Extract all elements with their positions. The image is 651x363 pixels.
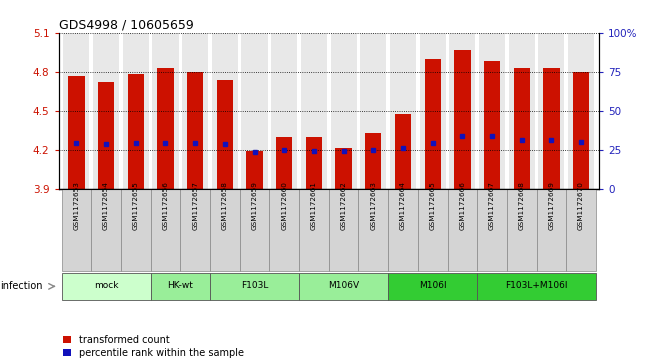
Bar <box>477 189 507 272</box>
Bar <box>93 33 119 189</box>
Bar <box>508 33 534 189</box>
Bar <box>270 189 299 272</box>
Text: GSM1172655: GSM1172655 <box>133 182 139 231</box>
Bar <box>271 33 298 189</box>
Text: F103L+M106I: F103L+M106I <box>505 281 568 290</box>
Bar <box>479 33 505 189</box>
Text: M106V: M106V <box>328 281 359 290</box>
Bar <box>180 189 210 272</box>
Bar <box>359 189 388 272</box>
Bar <box>91 189 121 272</box>
Text: GSM1172654: GSM1172654 <box>103 182 109 231</box>
Text: GSM1172662: GSM1172662 <box>340 182 346 231</box>
Bar <box>420 33 446 189</box>
Bar <box>543 68 560 189</box>
Bar <box>68 76 85 189</box>
Text: GSM1172664: GSM1172664 <box>400 182 406 231</box>
Bar <box>123 33 149 189</box>
Bar <box>424 59 441 189</box>
Bar <box>418 189 447 272</box>
Bar <box>331 33 357 189</box>
Legend: transformed count, percentile rank within the sample: transformed count, percentile rank withi… <box>63 335 244 358</box>
Bar <box>98 82 115 189</box>
Text: GSM1172657: GSM1172657 <box>192 182 198 231</box>
Text: GSM1172670: GSM1172670 <box>578 182 584 231</box>
Bar <box>573 72 589 189</box>
Text: GSM1172665: GSM1172665 <box>430 182 436 231</box>
Bar <box>152 33 178 189</box>
Bar <box>388 189 418 272</box>
Bar <box>301 33 327 189</box>
Text: GSM1172653: GSM1172653 <box>74 182 79 231</box>
Bar <box>568 33 594 189</box>
Bar <box>449 33 475 189</box>
Bar <box>299 273 388 300</box>
Bar <box>454 50 471 189</box>
Bar <box>63 33 89 189</box>
Bar <box>212 33 238 189</box>
Text: GSM1172658: GSM1172658 <box>222 182 228 231</box>
Bar <box>210 189 240 272</box>
Bar <box>388 273 477 300</box>
Bar <box>365 133 381 189</box>
Bar <box>62 273 150 300</box>
Bar <box>390 33 416 189</box>
Bar <box>306 137 322 189</box>
Text: GSM1172667: GSM1172667 <box>489 182 495 231</box>
Bar <box>246 151 263 189</box>
Bar <box>242 33 268 189</box>
Bar <box>335 148 352 189</box>
Bar <box>210 273 299 300</box>
Bar <box>182 33 208 189</box>
Bar <box>566 189 596 272</box>
Bar <box>477 273 596 300</box>
Text: mock: mock <box>94 281 118 290</box>
Bar <box>538 33 564 189</box>
Bar <box>276 137 292 189</box>
Bar <box>187 72 203 189</box>
Bar <box>121 189 150 272</box>
Bar <box>217 80 233 189</box>
Text: GSM1172661: GSM1172661 <box>311 182 317 231</box>
Bar <box>62 189 91 272</box>
Text: GSM1172659: GSM1172659 <box>251 182 258 231</box>
Bar <box>536 189 566 272</box>
Text: GSM1172666: GSM1172666 <box>460 182 465 231</box>
Bar <box>507 189 536 272</box>
Bar <box>395 114 411 189</box>
Bar <box>447 189 477 272</box>
Bar <box>484 61 500 189</box>
Text: GSM1172663: GSM1172663 <box>370 182 376 231</box>
Bar <box>150 273 210 300</box>
Text: F103L: F103L <box>241 281 268 290</box>
Text: M106I: M106I <box>419 281 447 290</box>
Text: GDS4998 / 10605659: GDS4998 / 10605659 <box>59 19 193 32</box>
Bar <box>128 74 144 189</box>
Text: GSM1172660: GSM1172660 <box>281 182 287 231</box>
Bar <box>360 33 386 189</box>
Bar <box>299 189 329 272</box>
Bar <box>514 68 530 189</box>
Bar <box>240 189 270 272</box>
Bar <box>329 189 359 272</box>
Text: GSM1172656: GSM1172656 <box>163 182 169 231</box>
Bar <box>158 68 174 189</box>
Bar <box>150 189 180 272</box>
Text: GSM1172668: GSM1172668 <box>519 182 525 231</box>
Text: infection: infection <box>0 281 42 291</box>
Text: HK-wt: HK-wt <box>167 281 193 290</box>
Text: GSM1172669: GSM1172669 <box>548 182 555 231</box>
